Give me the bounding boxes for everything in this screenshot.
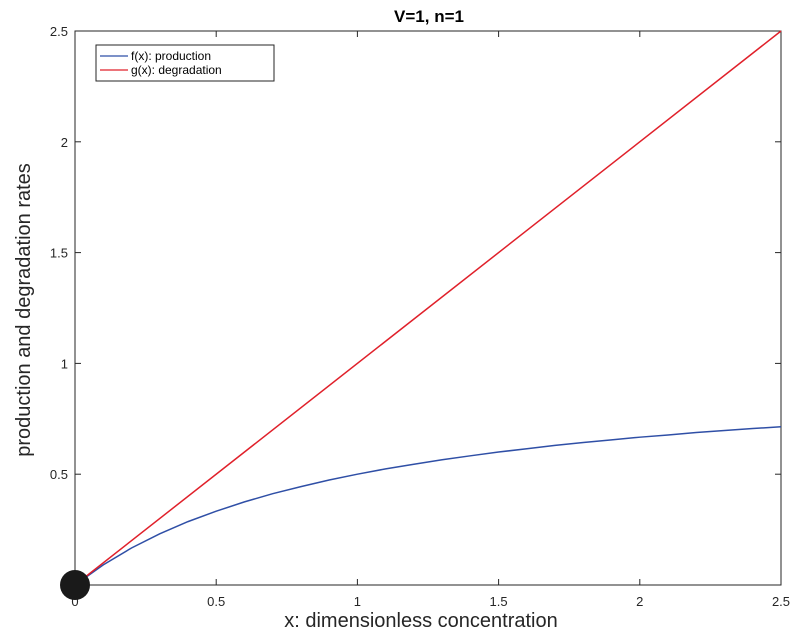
- y-tick-label: 0.5: [50, 467, 68, 482]
- y-tick-label: 2: [61, 135, 68, 150]
- series-layer: [74, 30, 782, 586]
- x-tick-label: 1.5: [490, 594, 508, 609]
- chart-title: V=1, n=1: [394, 7, 464, 26]
- y-tick-label: 2.5: [50, 24, 68, 39]
- x-tick-label: 2.5: [772, 594, 790, 609]
- series-line-degradation: [74, 30, 782, 586]
- fixed-point-marker: [60, 570, 90, 600]
- x-tick-label: 0.5: [207, 594, 225, 609]
- marker-layer: [60, 570, 90, 600]
- x-axis-label: x: dimensionless concentration: [284, 610, 557, 632]
- series-line-production: [74, 426, 782, 586]
- y-tick-label: 1.5: [50, 246, 68, 261]
- y-axis-label: production and degradation rates: [13, 163, 35, 457]
- legend: f(x): production g(x): degradation: [95, 44, 275, 82]
- legend-label-degradation: g(x): degradation: [131, 63, 222, 77]
- x-tick-label: 1: [354, 594, 361, 609]
- legend-box: [95, 44, 275, 82]
- x-tick-label: 0: [71, 594, 78, 609]
- y-tick-label: 1: [61, 356, 68, 371]
- legend-label-production: f(x): production: [131, 49, 211, 63]
- y-axis: 0.5 1 1.5 2 2.5: [50, 24, 781, 482]
- x-tick-label: 2: [636, 594, 643, 609]
